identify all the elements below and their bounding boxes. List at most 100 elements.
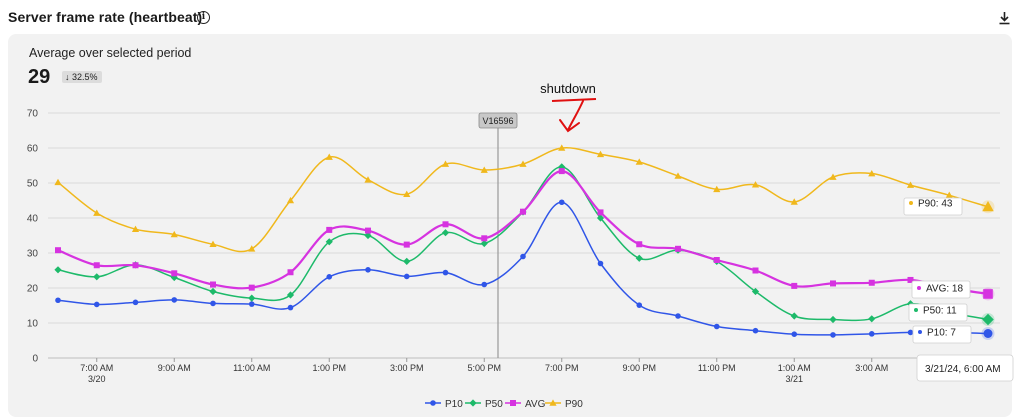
data-point [93, 262, 100, 269]
version-marker-box [478, 112, 518, 129]
legend: P10 P50 AVG P90 [425, 399, 583, 410]
data-point [751, 287, 760, 296]
x-tick-sublabel: 3/20 [88, 374, 106, 384]
data-point [210, 281, 216, 288]
series-line [57, 166, 989, 322]
data-point [481, 235, 488, 242]
download-icon[interactable] [998, 11, 1011, 25]
data-point [93, 209, 101, 216]
data-point [982, 313, 994, 326]
endpoint-label-p90: P90: 43 [903, 197, 963, 216]
data-point [558, 144, 566, 151]
data-point [171, 270, 178, 277]
legend-label: AVG [525, 399, 546, 410]
x-tick-label: 11:00 PM [698, 363, 736, 373]
data-point [364, 176, 372, 183]
series-avg [55, 168, 995, 301]
x-tick-label: 11:00 AM [233, 363, 270, 373]
data-point [93, 273, 101, 281]
y-tick-label: 50 [27, 179, 39, 190]
summary-value: 29 [28, 66, 51, 88]
data-point [558, 168, 565, 175]
y-tick-label: 40 [27, 214, 39, 225]
chart-header: Server frame rate (heartbeat) i [0, 0, 1024, 34]
data-point [325, 153, 333, 160]
data-point [210, 300, 216, 307]
data-point [597, 209, 604, 216]
legend-item-avg: AVG [505, 399, 546, 410]
data-point [829, 315, 837, 324]
data-point [326, 226, 333, 233]
info-icon[interactable]: i [197, 11, 210, 24]
data-point [752, 327, 759, 334]
data-point [868, 169, 876, 177]
data-point [549, 399, 557, 406]
y-tick-label: 30 [27, 249, 39, 260]
data-point [132, 299, 139, 306]
data-point [365, 227, 371, 234]
x-tick-label: 3:00 AM [855, 363, 888, 373]
data-point [55, 297, 61, 304]
data-point [248, 294, 256, 302]
summary-subtitle: Average over selected period [29, 46, 192, 60]
data-point [131, 225, 140, 232]
endpoint-label-text: P10: 7 [927, 328, 956, 339]
x-tick-sublabel: 3/21 [785, 374, 803, 384]
data-point [287, 304, 294, 311]
data-point [170, 230, 178, 238]
time-tooltip: 3/21/24, 6:00 AM [916, 354, 1014, 382]
series-p90 [54, 144, 995, 253]
data-point [868, 315, 876, 323]
data-point [674, 172, 682, 179]
change-value: 32.5% [72, 72, 98, 82]
data-point [636, 241, 643, 248]
data-point [248, 284, 255, 291]
data-point [636, 302, 643, 308]
data-point [751, 181, 760, 188]
data-point [713, 185, 721, 193]
chart-title: Server frame rate (heartbeat) [8, 9, 203, 25]
data-point [286, 291, 295, 299]
series-line [57, 201, 989, 336]
data-point [510, 400, 516, 406]
endpoint-label-box [903, 197, 963, 216]
annotation-arrow [559, 100, 584, 133]
data-point [907, 329, 914, 336]
data-point [480, 166, 488, 173]
data-point [480, 239, 488, 248]
time-tooltip-text: 3/21/24, 6:00 AM [925, 364, 1001, 375]
y-tick-label: 10 [27, 319, 39, 330]
endpoint-label-text: P50: 11 [923, 306, 957, 317]
data-point [248, 245, 256, 252]
data-point [287, 269, 294, 276]
data-point [830, 280, 836, 287]
endpoint-label-avg: AVG: 18 [911, 280, 971, 299]
data-point [790, 198, 798, 205]
legend-label: P90 [565, 399, 583, 410]
x-tick-label: 1:00 AM [778, 363, 811, 373]
data-point [675, 313, 681, 319]
data-point [791, 331, 798, 338]
data-point [54, 266, 62, 274]
data-point [209, 240, 217, 248]
data-point [868, 279, 875, 286]
data-point [55, 247, 61, 254]
data-point [325, 238, 333, 246]
data-point [558, 199, 565, 206]
data-point [635, 254, 643, 262]
endpoint-label-box [911, 280, 971, 299]
data-point [868, 331, 875, 337]
data-point [983, 289, 993, 299]
data-point [442, 269, 449, 276]
legend-item-p10: P10 [425, 399, 463, 410]
data-point [248, 301, 255, 307]
endpoint-label-box [912, 325, 972, 344]
data-point [441, 229, 450, 237]
x-tick-label: 5:00 PM [467, 363, 501, 373]
data-point [364, 231, 372, 240]
data-point [441, 160, 450, 167]
legend-item-p50: P50 [465, 399, 503, 410]
data-point [209, 287, 217, 296]
data-point [430, 400, 436, 406]
